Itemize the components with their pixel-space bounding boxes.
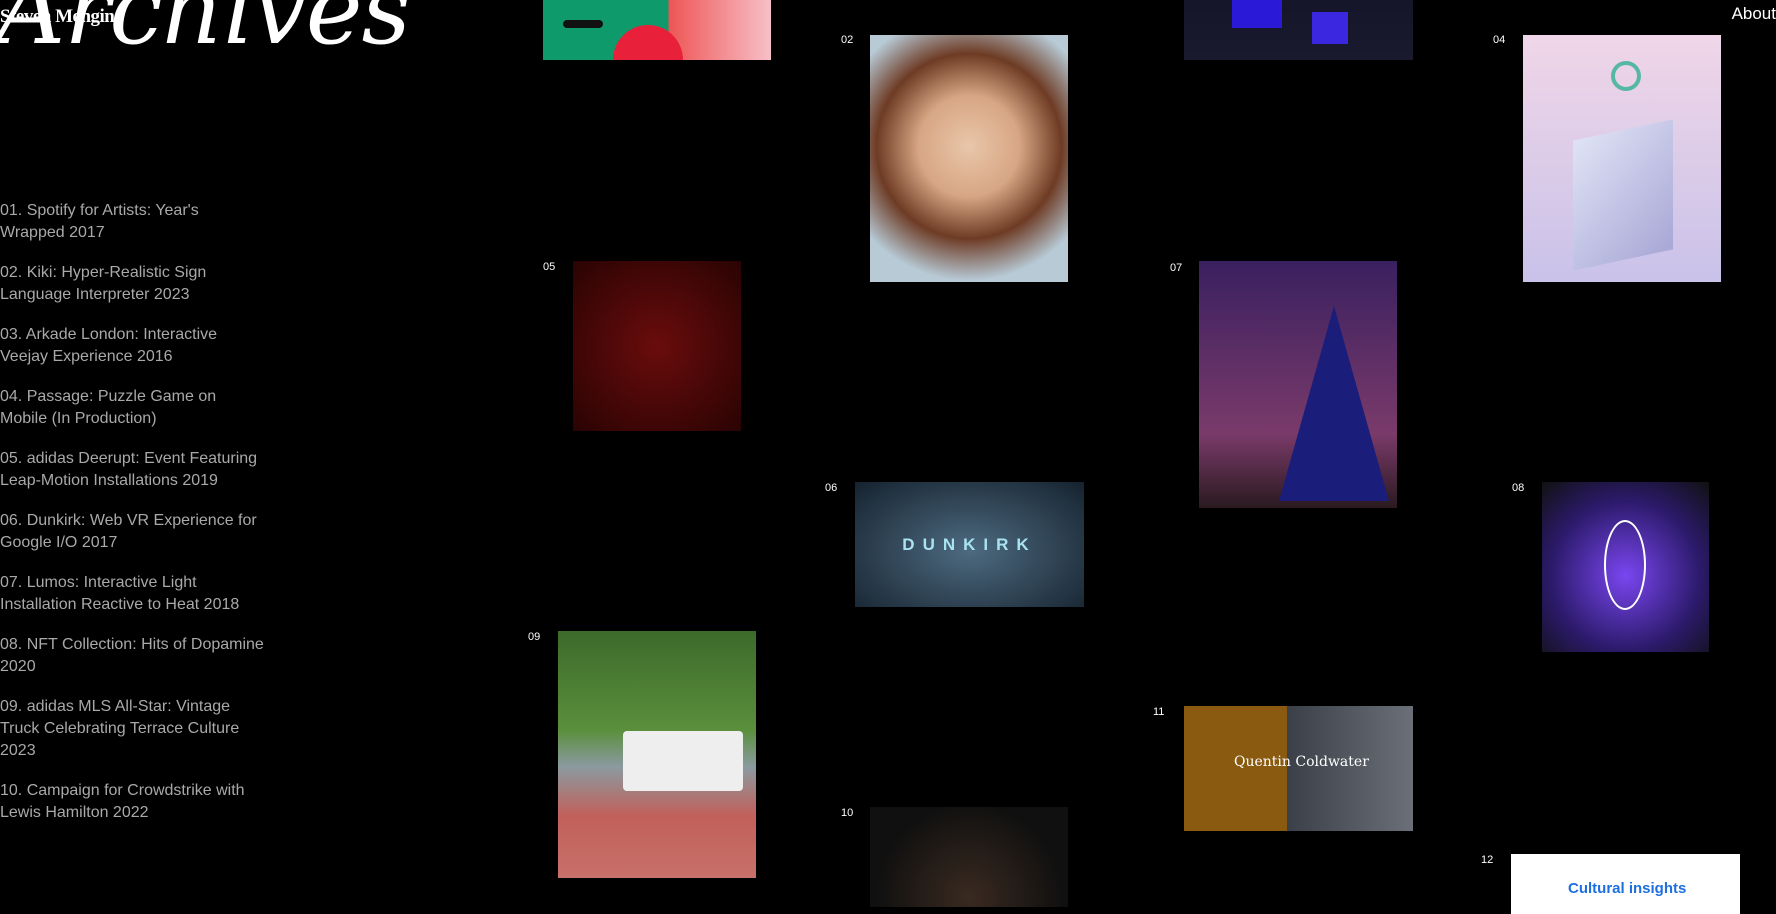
- project-list: 01. Spotify for Artists: Year's Wrapped …: [0, 200, 265, 842]
- gallery-number-04: 04: [1493, 34, 1506, 46]
- light-pyramid-shape: [1279, 306, 1389, 501]
- thumbnail-nft-collection[interactable]: [1542, 482, 1709, 652]
- gallery-number-02: 02: [841, 34, 854, 46]
- isometric-tower-shape: [1573, 119, 1673, 271]
- thumbnail-passage-game[interactable]: [1523, 35, 1721, 282]
- project-item-01[interactable]: 01. Spotify for Artists: Year's Wrapped …: [0, 202, 199, 241]
- project-item-10[interactable]: 10. Campaign for Crowdstrike with Lewis …: [0, 782, 245, 821]
- gallery-number-09: 09: [528, 631, 541, 643]
- dunkirk-title: DUNKIRK: [902, 535, 1037, 554]
- gallery-number-07: 07: [1170, 262, 1183, 274]
- project-item-09[interactable]: 09. adidas MLS All-Star: Vintage Truck C…: [0, 698, 240, 759]
- brand-logo-link[interactable]: Steven Mengin: [0, 6, 115, 27]
- gallery-number-12: 12: [1481, 854, 1494, 866]
- thumbnail-kiki-portrait[interactable]: [870, 35, 1068, 282]
- thumbnail-adidas-deerupt[interactable]: [573, 261, 741, 431]
- thumbnail-dunkirk[interactable]: DUNKIRK: [855, 482, 1084, 607]
- thumbnail-quentin-coldwater[interactable]: Quentin Coldwater: [1184, 706, 1413, 831]
- project-item-02[interactable]: 02. Kiki: Hyper-Realistic Sign Language …: [0, 264, 207, 303]
- gallery-number-11: 11: [1153, 706, 1165, 718]
- thumbnail-button-shape: [563, 20, 603, 28]
- thumbnail-cultural-insights[interactable]: Cultural insights: [1511, 854, 1740, 914]
- thumbnail-spotify[interactable]: [543, 0, 771, 60]
- project-item-04[interactable]: 04. Passage: Puzzle Game on Mobile (In P…: [0, 388, 217, 427]
- project-item-08[interactable]: 08. NFT Collection: Hits of Dopamine 202…: [0, 636, 264, 675]
- thumbnail-red-circle: [613, 25, 683, 60]
- project-item-05[interactable]: 05. adidas Deerupt: Event Featuring Leap…: [0, 450, 258, 489]
- gallery-number-08: 08: [1512, 482, 1525, 494]
- nft-logo-icon: [1604, 520, 1646, 610]
- about-link[interactable]: About: [1731, 4, 1776, 23]
- project-item-07[interactable]: 07. Lumos: Interactive Light Installatio…: [0, 574, 240, 613]
- project-item-03[interactable]: 03. Arkade London: Interactive Veejay Ex…: [0, 326, 218, 365]
- thumbnail-crowdstrike-hamilton[interactable]: [870, 807, 1068, 907]
- project-item-06[interactable]: 06. Dunkirk: Web VR Experience for Googl…: [0, 512, 257, 551]
- archives-hero-title: Archives: [0, 0, 411, 66]
- thumbnail-arkade[interactable]: [1184, 0, 1413, 60]
- thumbnail-blue-block: [1232, 0, 1282, 28]
- gallery-number-06: 06: [825, 482, 838, 494]
- thumbnail-blue-block: [1312, 12, 1348, 44]
- quentin-title: Quentin Coldwater: [1234, 754, 1369, 770]
- thumbnail-adidas-mls-truck[interactable]: [558, 631, 756, 878]
- gallery-number-05: 05: [543, 261, 556, 273]
- thumbnail-lumos-installation[interactable]: [1199, 261, 1397, 508]
- cultural-insights-title: Cultural insights: [1568, 880, 1687, 897]
- passage-logo-icon: [1611, 61, 1641, 91]
- gallery-number-10: 10: [841, 807, 854, 819]
- vintage-truck-shape: [623, 731, 743, 791]
